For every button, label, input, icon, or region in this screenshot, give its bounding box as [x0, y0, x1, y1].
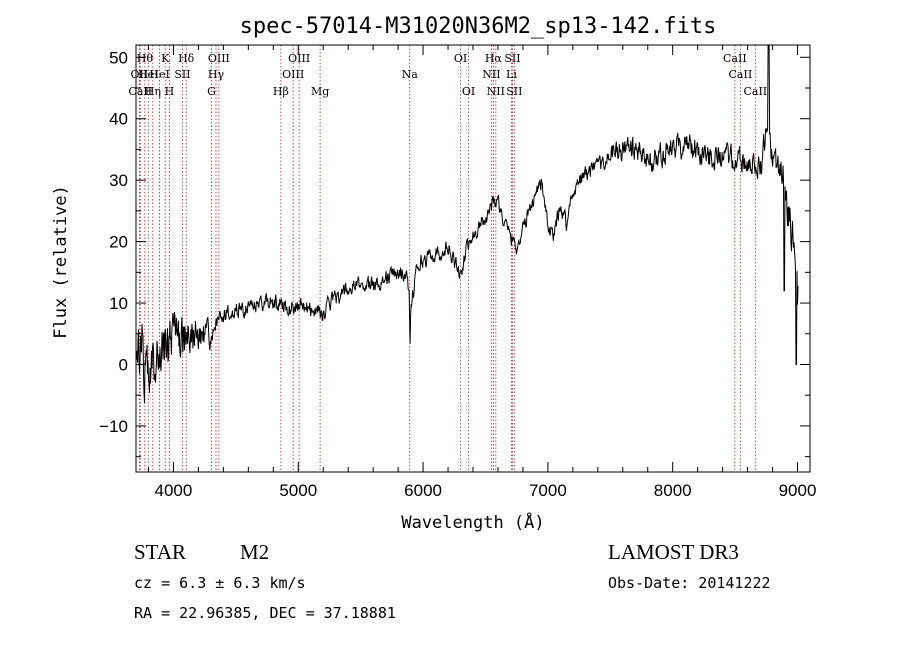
- x-tick-label: 4000: [155, 481, 193, 500]
- spectral-line-label: CaII: [729, 68, 753, 81]
- spectral-line-label: OIII: [282, 68, 304, 81]
- spectral-line-label: CaII: [723, 52, 747, 65]
- x-tick-label: 5000: [279, 481, 317, 500]
- spectral-line-label: Hα: [485, 52, 503, 65]
- spectral-line-label: Hη: [145, 85, 161, 98]
- spectral-line-label: H: [165, 85, 175, 98]
- y-tick-label: 50: [109, 48, 128, 67]
- object-subclass: M2: [240, 540, 270, 564]
- observation-date: Obs-Date: 20141222: [608, 574, 771, 592]
- y-tick-label: 40: [109, 110, 128, 129]
- survey-name: LAMOST DR3: [608, 540, 739, 564]
- spectral-line-label: Hβ: [273, 85, 289, 98]
- spectral-line-label: OI: [454, 52, 467, 65]
- spectral-line-label: OII: [131, 68, 149, 81]
- spectral-line-label: G: [207, 85, 216, 98]
- spectral-line-label: OIII: [208, 52, 230, 65]
- x-tick-label: 8000: [654, 481, 692, 500]
- plot-frame: [135, 44, 811, 473]
- spectral-line-label: Hθ: [137, 52, 154, 65]
- spectral-line-label: HeI: [149, 68, 169, 81]
- spectral-line-label: OI: [462, 85, 475, 98]
- y-tick-label: 0: [119, 355, 128, 374]
- spectral-line-label: SII: [506, 85, 522, 98]
- x-axis-label: Wavelength (Å): [401, 511, 544, 533]
- x-tick-label: 9000: [779, 481, 817, 500]
- spectral-line-label: SII: [504, 52, 520, 65]
- spectral-line-markers: [138, 45, 756, 472]
- spectral-line-label: NII: [482, 68, 500, 81]
- spectral-line-labels: OIICaIIHθHeIHηHeIKHSIIHδGHγOIIIHβOIIIOII…: [128, 52, 767, 98]
- y-tick-label: 30: [109, 171, 128, 190]
- spectral-line-label: Hγ: [208, 68, 225, 81]
- spectral-line-label: Mg: [311, 85, 329, 98]
- x-axis-ticks: 4000 5000 6000 7000 8000 9000: [147, 45, 817, 500]
- object-class: STAR: [134, 540, 186, 564]
- spectral-line-label: SII: [174, 68, 190, 81]
- spectral-line-label: HeI: [138, 68, 158, 81]
- spectral-line-label: K: [161, 52, 170, 65]
- spectrum-trace: [135, 44, 799, 404]
- y-tick-label: −10: [99, 417, 128, 436]
- y-tick-label: 20: [109, 233, 128, 252]
- spectral-line-label: NII: [487, 85, 505, 98]
- x-tick-label: 6000: [404, 481, 442, 500]
- chart-title: spec-57014-M31020N36M2_sp13-142.fits: [240, 14, 717, 39]
- x-tick-label: 7000: [529, 481, 567, 500]
- redshift-velocity: cz = 6.3 ± 6.3 km/s: [134, 574, 306, 592]
- y-axis-label: Flux (relative): [51, 185, 71, 339]
- y-tick-label: 10: [109, 294, 128, 313]
- spectral-line-label: Li: [506, 68, 517, 81]
- spectral-line-label: CaII: [743, 85, 767, 98]
- coordinates: RA = 22.96385, DEC = 37.18881: [134, 604, 396, 622]
- spectral-line-label: Na: [402, 68, 419, 81]
- spectral-line-label: OIII: [288, 52, 310, 65]
- y-axis-ticks: −10 0 10 20 30 40 50: [99, 48, 810, 458]
- spectral-line-label: Hδ: [178, 52, 195, 65]
- spectral-line-label: CaII: [128, 85, 152, 98]
